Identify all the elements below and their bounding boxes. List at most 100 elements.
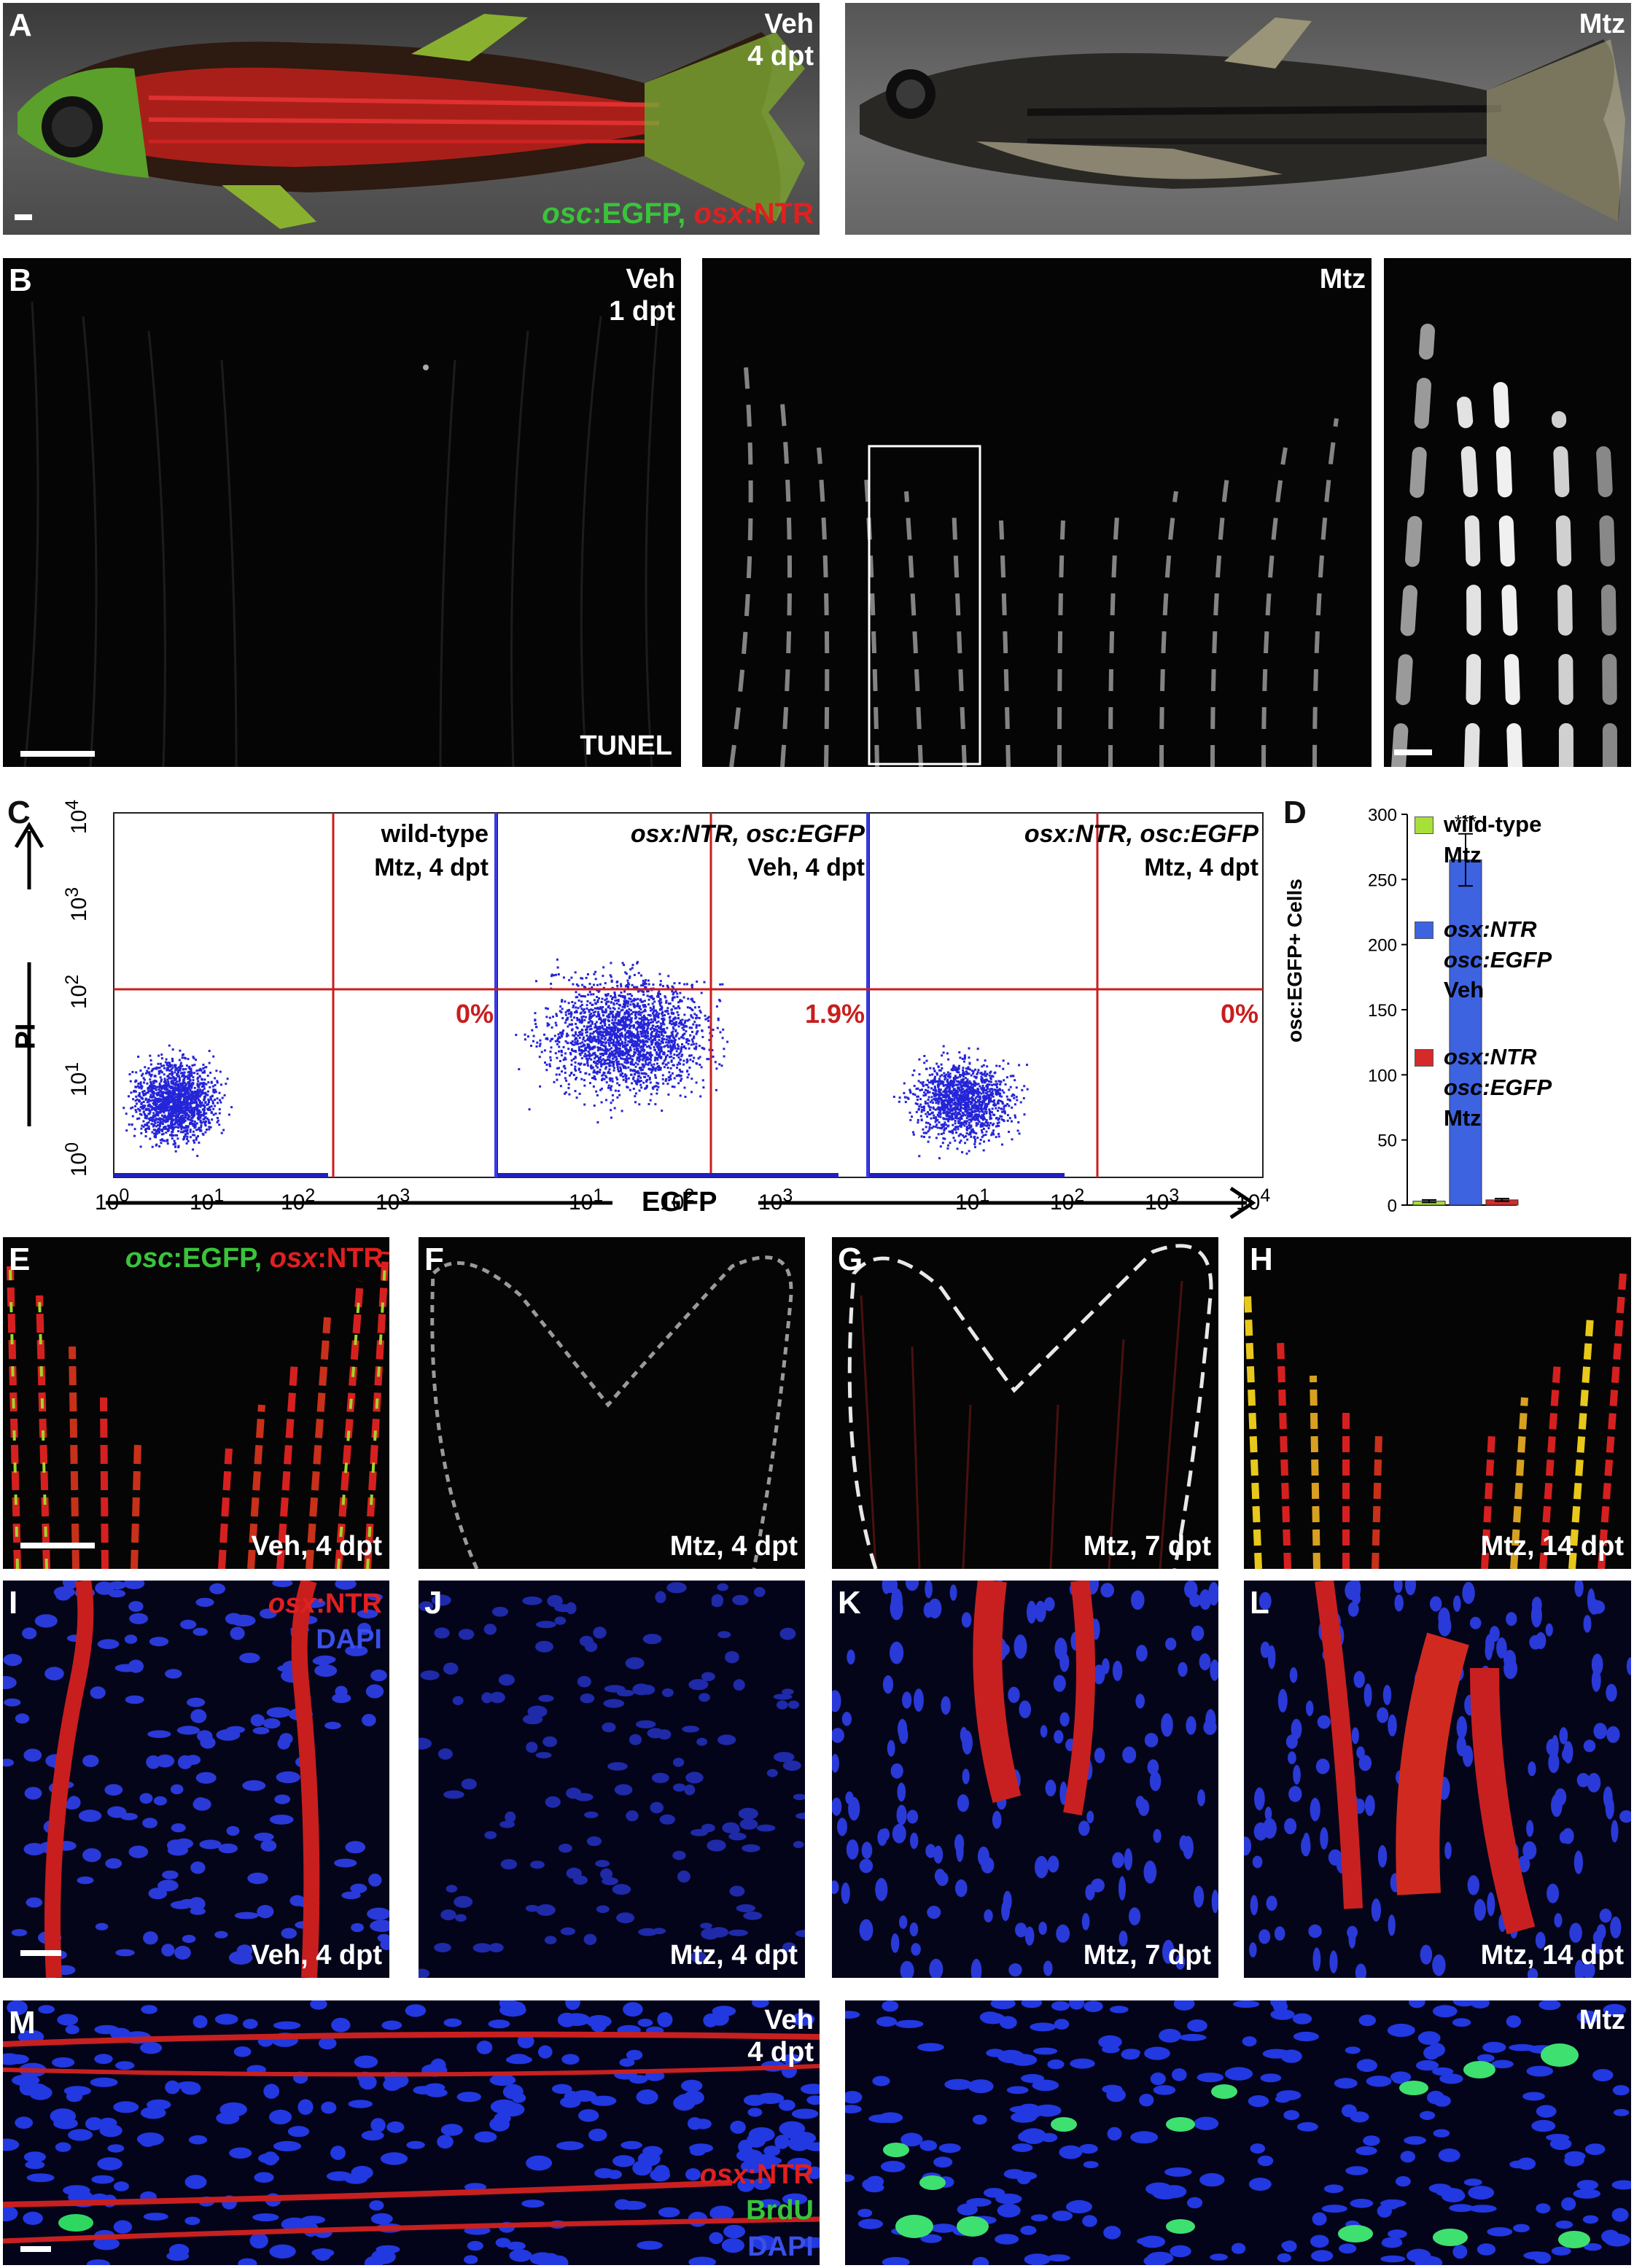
panel-i-legend: osx:NTR DAPI: [268, 1589, 382, 1656]
tunel-mtz-fin: [729, 367, 1339, 767]
plot-1-label: wild-type Mtz, 4 dpt: [374, 820, 489, 881]
legend-item-veh: osx:NTR osc:EGFP Veh: [1415, 914, 1552, 1006]
panel-h-condition: Mtz, 14 dpt: [1480, 1531, 1624, 1562]
section-mtz-4dpt: [419, 1581, 805, 1978]
section-mtz-14dpt: [1244, 1581, 1631, 1978]
panel-k-letter: K: [838, 1585, 861, 1621]
error-bar: [1422, 1199, 1436, 1204]
panel-m-legend: osx:NTR BrdU DAPI: [699, 2159, 814, 2262]
fin-veh-4dpt: [7, 1251, 389, 1569]
panel-m-mtz-label: Mtz: [1579, 2005, 1625, 2035]
panel-b-veh-label: Veh 1 dpt: [609, 264, 675, 327]
panel-e-condition: Veh, 4 dpt: [251, 1531, 382, 1562]
scale-bar: [20, 1543, 95, 1548]
bar: [1449, 860, 1482, 1206]
time-label: 1 dpt: [609, 295, 675, 327]
panel-m-veh-image: M Veh 4 dpt osx:NTR BrdU DAPI: [3, 2000, 820, 2265]
panel-a-letter: A: [9, 7, 32, 43]
panel-j-image: J Mtz, 4 dpt: [419, 1581, 805, 1978]
y-tick-label: 50: [1377, 1131, 1397, 1151]
section-brdu-veh: [3, 2000, 820, 2265]
zebrafish-veh-image: [17, 14, 805, 229]
zebrafish-mtz-image: [860, 17, 1625, 222]
plot-1-percent: 0%: [455, 999, 494, 1029]
condition-label: Veh: [764, 9, 814, 39]
panel-b-veh-image: B Veh 1 dpt TUNEL: [3, 258, 681, 767]
fin-mtz-14dpt: [1244, 1273, 1627, 1569]
tunel-label: TUNEL: [580, 730, 672, 762]
scale-bar: [20, 2246, 51, 2252]
y-tick-label: 104: [62, 799, 92, 835]
y-tick-label: 102: [62, 974, 92, 1010]
panel-g-letter: G: [838, 1242, 863, 1277]
panel-m-letter: M: [9, 2005, 36, 2041]
panel-d: D 0 50 100 150 200 250 300 *** osc:EGFP+ Cells …: [1283, 780, 1634, 1232]
error-bar: [1495, 1198, 1509, 1202]
panel-b-mtz-image: Mtz: [702, 258, 1372, 767]
panel-d-letter: D: [1283, 795, 1307, 830]
y-tick-label: 103: [62, 886, 92, 922]
bar-legend: wild-type Mtz osx:NTR osc:EGFP Veh osx:NTR o…: [1415, 809, 1552, 1134]
panel-a-mtz-image: Mtz: [845, 3, 1631, 235]
y-tick-label: 150: [1368, 1001, 1397, 1021]
section-mtz-7dpt: [832, 1581, 1218, 1978]
y-tick-label: 100: [62, 1142, 92, 1177]
panel-b-letter: B: [9, 262, 32, 298]
y-axis-label-pi: PI: [10, 1023, 42, 1050]
panel-h-image: H Mtz, 14 dpt: [1244, 1237, 1631, 1569]
legend-swatch: [1415, 817, 1433, 834]
scale-bar: [1394, 749, 1432, 755]
plot-3-label: osx:NTR, osc:EGFP Mtz, 4 dpt: [1024, 820, 1258, 881]
scatter-clouds: [122, 958, 1029, 1160]
panel-a-veh-image: A Veh 4 dpt osc:EGFP, osx:NTR: [3, 3, 820, 235]
panel-b-inset-image: [1384, 258, 1631, 767]
panel-c-letter: C: [7, 795, 31, 830]
flow-cytometry-plots: [14, 812, 1264, 1220]
legend-swatch: [1415, 921, 1433, 939]
y-tick-label: 300: [1368, 806, 1397, 825]
tunel-veh-fin: [23, 301, 661, 767]
section-veh-4dpt: [3, 1581, 389, 1978]
y-tick-label: 200: [1368, 936, 1397, 956]
tunel-mtz-inset: [1391, 324, 1617, 767]
y-tick-label: 100: [1368, 1066, 1397, 1086]
panel-j-letter: J: [424, 1585, 443, 1621]
y-tick-label: 0: [1388, 1196, 1397, 1216]
panel-f-image: F Mtz, 4 dpt: [419, 1237, 805, 1569]
bar-chart-ylabel: osc:EGFP+ Cells: [1283, 878, 1306, 1043]
panel-l-image: L Mtz, 14 dpt: [1244, 1581, 1631, 1978]
panel-c: C: [0, 780, 1291, 1232]
panel-i-image: I osx:NTR DAPI Veh, 4 dpt: [3, 1581, 389, 1978]
panel-a-mtz-label: Mtz: [1579, 9, 1625, 39]
plot-3-percent: 0%: [1220, 999, 1258, 1029]
panel-b-mtz-label: Mtz: [1319, 264, 1366, 295]
panel-f-letter: F: [424, 1242, 444, 1277]
error-bar: [1458, 833, 1473, 887]
panel-i-letter: I: [9, 1585, 18, 1621]
y-tick-label: 101: [62, 1061, 92, 1097]
section-brdu-mtz: [845, 2000, 1631, 2265]
panel-g-image: G Mtz, 7 dpt: [832, 1237, 1218, 1569]
panel-g-condition: Mtz, 7 dpt: [1083, 1531, 1211, 1562]
panel-f-condition: Mtz, 4 dpt: [669, 1531, 798, 1562]
condition-label: Veh: [626, 264, 675, 295]
panel-l-condition: Mtz, 14 dpt: [1480, 1940, 1624, 1971]
bar-chart: 0 50 100 150 200 250 300 ***: [1368, 806, 1519, 1216]
y-tick-label: 250: [1368, 870, 1397, 890]
panel-k-image: K Mtz, 7 dpt: [832, 1581, 1218, 1978]
panel-l-letter: L: [1250, 1585, 1269, 1621]
fin-mtz-4dpt: [430, 1255, 793, 1569]
significance-annotation: ***: [1455, 811, 1477, 833]
panel-m-veh-label: Veh 4 dpt: [747, 2005, 814, 2068]
panel-e-letter: E: [9, 1242, 31, 1277]
panel-e-image: E osc:EGFP, osx:NTR Veh, 4 dpt: [3, 1237, 389, 1569]
panel-j-condition: Mtz, 4 dpt: [669, 1940, 798, 1971]
legend-item-mtz: osx:NTR osc:EGFP Mtz: [1415, 1042, 1552, 1134]
scale-bar: [20, 751, 95, 757]
panel-a-veh-label: Veh 4 dpt: [747, 9, 814, 72]
panel-m-mtz-image: Mtz: [845, 2000, 1631, 2265]
time-label: 4 dpt: [747, 40, 814, 71]
plot-2-label: osx:NTR, osc:EGFP Veh, 4 dpt: [630, 820, 865, 881]
legend-swatch: [1415, 1049, 1433, 1067]
panel-i-condition: Veh, 4 dpt: [251, 1940, 382, 1971]
